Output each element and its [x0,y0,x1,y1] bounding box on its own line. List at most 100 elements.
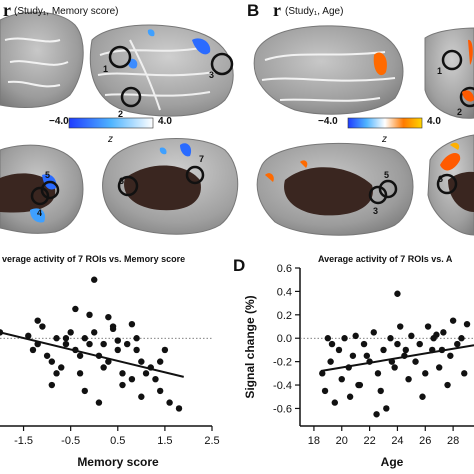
chart-d-point [349,352,357,359]
chart-c-point [58,364,65,371]
chart-d-point [401,352,408,359]
roi-circle-5 [40,180,60,200]
chart-c-point [152,375,159,383]
chart-d-x-tick-label: 22 [363,435,375,447]
chart-c-point [156,387,164,395]
chart-d-point [429,346,436,354]
chart-d-point [419,393,426,400]
panel-b-brains: B r (Study₁, Age) 1 2 −4.0 4.0 z 5 3 6 [247,0,474,236]
brain-lateral-a1 [0,11,84,109]
colorbar-left-max: 4.0 [158,116,172,127]
roi-circle-6 [117,175,139,197]
roi-label-b1: 1 [437,66,442,76]
chart-c-x-tick-label: 0.5 [110,435,125,447]
chart-c-point [91,329,98,336]
header-left-r: r [3,0,11,20]
chart-d-points [319,290,471,418]
roi-label-b2: 2 [457,107,462,117]
roi-label-b3: 3 [373,206,378,216]
roi-circle-b2 [459,86,474,108]
chart-d-point [449,317,457,324]
chart-d-point [360,340,368,348]
chart-d-point [366,358,373,365]
chart-d-x-tick-label: 26 [419,435,431,447]
chart-c-point [48,358,56,365]
chart-d-point [324,335,332,342]
brain-medial-b3-core [284,167,373,216]
chart-d-point [412,358,419,365]
chart-c-point [138,393,145,400]
chart-c-point [114,346,121,354]
chart-d-y-tick-label: 0.4 [277,286,292,298]
chart-d-point [363,352,371,359]
chart-d-point [430,335,437,342]
chart-c-point [43,352,51,359]
colorbar-left-unit: z [107,134,113,145]
roi-circle-7 [185,165,205,185]
roi-circle-b5 [378,179,398,199]
chart-c-point [175,405,183,412]
roi-circle-3 [210,52,234,76]
chart-c-point [133,335,140,342]
chart-c-point [124,340,131,348]
chart-c-point [86,340,93,348]
chart-d-point [370,329,377,336]
chart-c-point [72,305,79,313]
colorbar-left [68,117,154,129]
chart-d-point [408,332,415,340]
chart-d-point [388,358,396,365]
chart-c-point [128,375,136,383]
chart-d-point [346,393,354,400]
chart-c-x-tick-label: 2.5 [204,435,219,447]
roi-label-b6: 6 [438,174,443,184]
chart-c-point [142,370,150,377]
chart-d-x-tick-label: 28 [447,435,459,447]
roi-label-2: 2 [118,109,123,119]
chart-d-y-ticks: 0.6 0.4 0.2 0.0 -0.2 -0.4 -0.6 [273,263,300,415]
chart-d-point [352,332,359,340]
roi-circle-b3 [368,185,388,205]
chart-c-point [76,352,84,359]
chart-d-point [335,346,343,354]
colorbar-right-unit: z [381,134,387,145]
scatter-age: D Average activity of 7 ROIs vs. A 18 20 2… [233,254,474,469]
panel-d-letter: D [233,256,245,275]
chart-d-y-tick-label: 0.0 [277,333,292,345]
chart-c-point [0,329,4,336]
chart-d-point [327,358,334,365]
chart-d-point [374,370,382,377]
chart-c-x-ticks: -1.5 -0.5 0.5 1.5 2.5 [14,426,220,447]
panel-a-brains: r (Study₁, Memory score) 1 2 3 −4.0 4.0 … [0,0,239,235]
chart-c-point [100,364,107,371]
roi-circle-2 [120,86,142,108]
chart-c-point [100,340,107,348]
chart-d-y-tick-label: -0.4 [273,380,292,392]
roi-label-6: 6 [119,176,124,186]
chart-d-point [397,323,404,330]
roi-label-4: 4 [37,208,42,218]
chart-d-x-tick-label: 24 [391,435,403,447]
chart-c-point [147,364,154,371]
chart-d-point [458,335,465,342]
roi-label-5: 5 [45,170,50,180]
chart-c-point [62,340,70,348]
chart-d-point [383,405,390,412]
roi-circle-4 [30,186,50,206]
chart-d-point [436,364,443,371]
chart-d-point [416,340,423,348]
colorbar-right [347,117,423,129]
chart-c-point [81,387,89,395]
header-right-subtitle: (Study₁, Age) [285,6,343,17]
roi-circle-b6 [436,173,458,195]
chart-c-point [53,335,60,342]
chart-d-point [355,381,362,389]
chart-d-point [387,335,394,342]
colorbar-left-min: −4.0 [49,116,69,127]
chart-d-y-tick-label: 0.2 [277,310,292,322]
chart-d-point [463,320,471,328]
colorbar-right-max: 4.0 [427,116,441,127]
chart-d-point [454,340,461,348]
chart-d-y-label: Signal change (%) [243,295,257,398]
chart-c-point [29,346,37,354]
